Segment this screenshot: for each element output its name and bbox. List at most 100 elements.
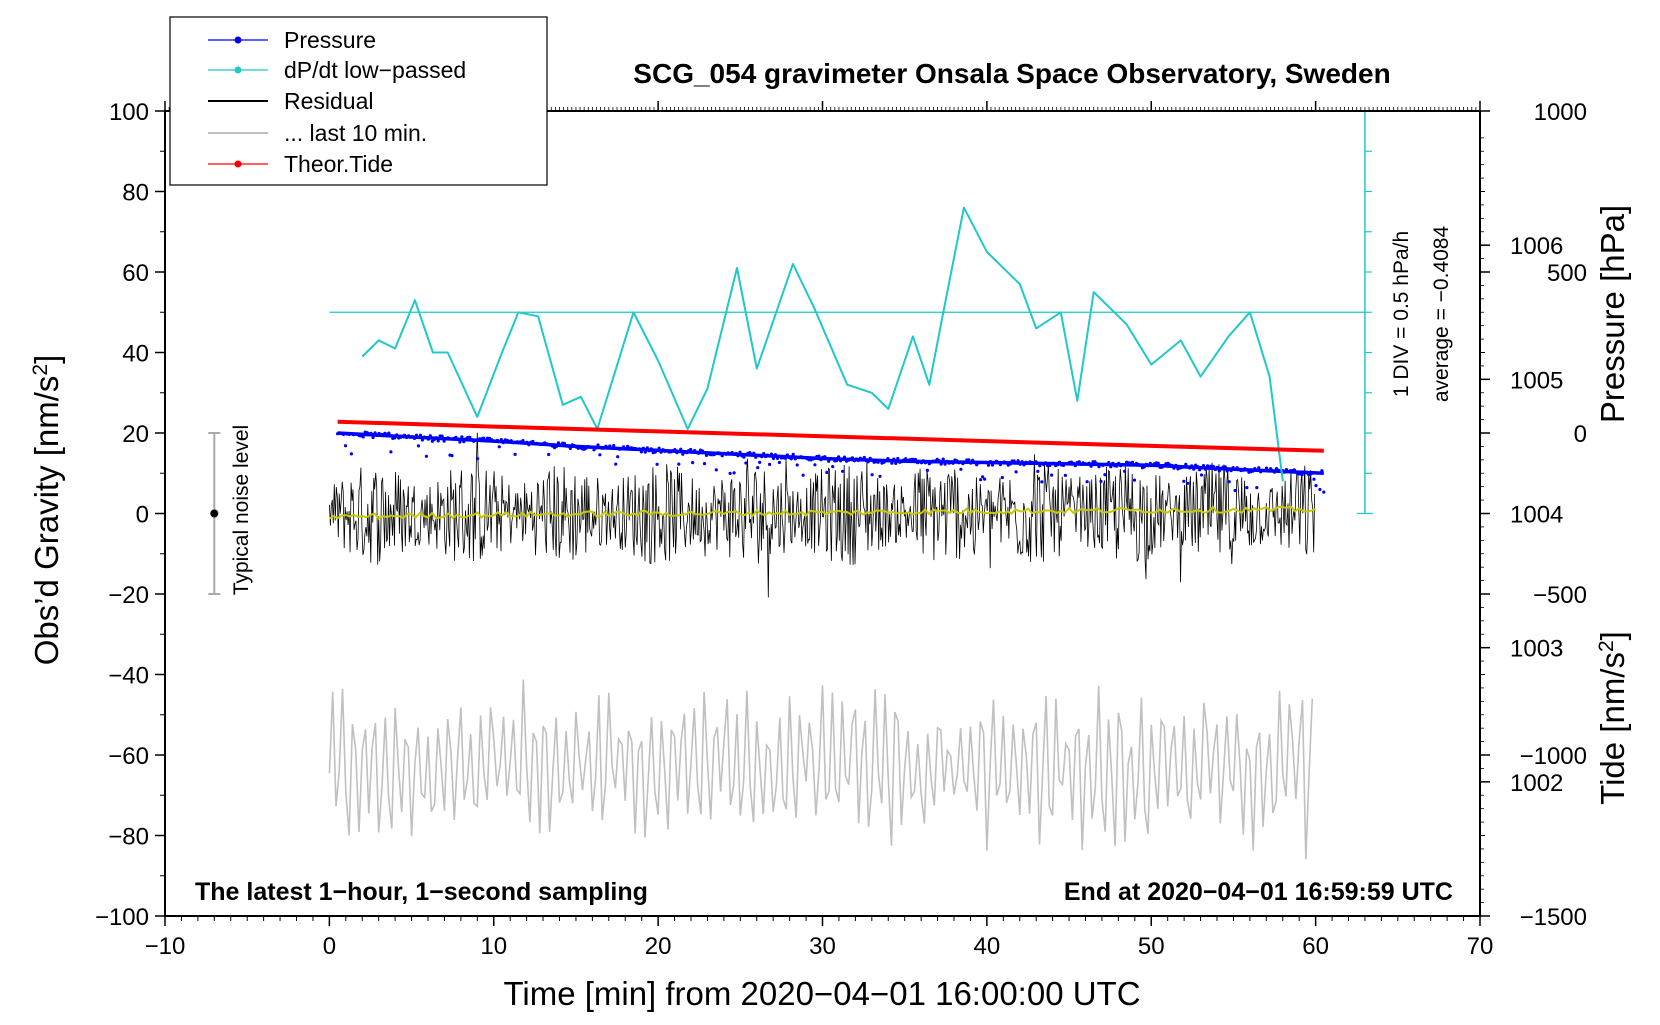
pressure-point — [412, 436, 417, 440]
pressure-point — [842, 455, 847, 459]
pressure-point — [975, 463, 979, 467]
pressure-point — [1093, 460, 1097, 464]
pressure-point — [1022, 463, 1026, 467]
pressure-point — [1223, 465, 1227, 469]
y-axis-label-close: ] — [28, 355, 65, 364]
pressure-point — [894, 461, 898, 465]
pressure-point — [655, 462, 659, 466]
pressure-point — [681, 452, 685, 456]
pressure-point — [777, 460, 782, 465]
pressure-point — [789, 457, 793, 461]
pressure-point — [426, 437, 430, 441]
pressure-point — [884, 459, 888, 463]
pressure-point — [1184, 462, 1188, 466]
pressure-point — [768, 462, 772, 466]
pressure-point — [1056, 463, 1060, 467]
x-tick-label: 10 — [480, 933, 507, 960]
x-tick-label: 60 — [1302, 933, 1329, 960]
pressure-point — [793, 457, 797, 461]
pressure-point — [653, 450, 657, 454]
pressure-point — [675, 451, 679, 455]
pressure-point — [1123, 469, 1127, 473]
tide-axis-label: Tide [nm/s2] — [1594, 631, 1631, 805]
pressure-point — [1146, 464, 1150, 468]
pressure-point — [1318, 487, 1322, 492]
pressure-point — [1095, 462, 1099, 466]
pressure-point — [1316, 471, 1320, 475]
pressure-point — [1073, 464, 1077, 468]
pressure-point — [1089, 464, 1093, 468]
pressure-point — [762, 452, 766, 456]
y-tick-label: −80 — [108, 824, 149, 851]
pressure-point — [1099, 479, 1103, 483]
pressure-point — [1312, 477, 1316, 481]
pressure-point — [590, 445, 594, 449]
pressure-point — [971, 458, 975, 462]
pressure-point — [823, 455, 827, 459]
pressure-point — [769, 452, 774, 456]
pressure-point — [659, 450, 663, 454]
pressure-point — [1269, 467, 1273, 471]
pressure-point — [474, 438, 478, 442]
pressure-point — [1130, 460, 1135, 464]
pressure-point — [373, 431, 377, 435]
tide-axis-label-close: ] — [1594, 631, 1631, 640]
pressure-point — [375, 433, 379, 437]
pressure-point — [1243, 467, 1247, 471]
pressure-point — [990, 463, 995, 467]
pressure-point — [647, 449, 651, 453]
pressure-point — [450, 454, 454, 458]
pressure-point — [428, 434, 432, 438]
legend-pressure-label: Pressure — [284, 27, 376, 53]
pressure-point — [616, 455, 620, 459]
pressure-point — [501, 441, 505, 445]
pressure-point — [1251, 469, 1255, 473]
pressure-point — [1061, 463, 1066, 467]
pressure-point — [482, 436, 486, 440]
pressure-point — [432, 438, 436, 442]
pressure-point — [1103, 473, 1107, 477]
pressure-point — [1020, 460, 1024, 464]
pressure-point — [673, 448, 677, 452]
pressure-point — [979, 478, 983, 482]
pressure-point — [602, 446, 606, 450]
pressure-point — [436, 439, 440, 443]
pressure-point — [1111, 461, 1115, 465]
pressure-point — [760, 455, 764, 459]
pressure-point — [758, 460, 762, 464]
pressure-point — [499, 438, 503, 442]
pressure-point — [1203, 467, 1208, 471]
pressure-point — [775, 456, 780, 460]
pressure-point — [1016, 459, 1020, 463]
tide-tick-label: −500 — [1533, 582, 1587, 609]
pressure-point — [827, 459, 831, 463]
pressure-point — [977, 461, 981, 465]
pressure-point — [878, 474, 882, 478]
pressure-point — [1038, 464, 1042, 468]
pressure-tick-label: 1005 — [1510, 367, 1563, 394]
pressure-point — [1132, 478, 1137, 482]
pressure-point — [742, 455, 746, 459]
pressure-point — [416, 444, 421, 448]
pressure-point — [973, 461, 977, 465]
pressure-point — [752, 451, 756, 455]
pressure-point — [1087, 461, 1091, 465]
pressure-point — [349, 452, 353, 456]
pressure-point — [726, 451, 730, 455]
pressure-point — [1190, 464, 1194, 468]
pressure-point — [892, 457, 896, 461]
pressure-point — [791, 452, 795, 456]
pressure-point — [1272, 470, 1277, 474]
pressure-point — [1057, 460, 1062, 464]
pressure-point — [1211, 464, 1215, 469]
pressure-point — [766, 453, 770, 457]
pressure-point — [697, 451, 701, 455]
pressure-point — [1300, 473, 1304, 477]
x-tick-label: 0 — [323, 933, 336, 960]
pressure-axis-label: Pressure [hPa] — [1594, 205, 1631, 423]
tide-tick-label: −1500 — [1520, 904, 1587, 931]
y-tick-label: 40 — [122, 341, 149, 368]
pressure-point — [1050, 473, 1054, 477]
pressure-point — [1097, 465, 1101, 469]
y-tick-label: 60 — [122, 260, 149, 287]
